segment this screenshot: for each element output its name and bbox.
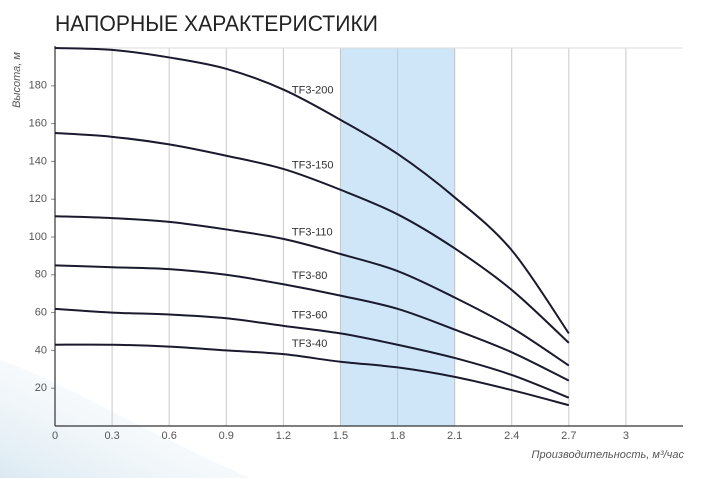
y-tick-label: 180 [29,80,47,92]
x-tick-label: 3 [623,430,629,442]
series-label: TF3-110 [292,226,333,238]
y-tick-label: 80 [35,269,47,281]
series-line [54,215,570,367]
x-tick-label: 1.2 [276,430,291,442]
y-tick-label: 140 [29,155,47,167]
y-tick-label: 60 [35,307,47,319]
x-tick-label: 0.6 [162,430,177,442]
x-tick-label: 0.9 [219,430,234,442]
x-tick-label: 1.8 [390,430,405,442]
x-tick-label: 2.1 [447,430,462,442]
y-tick-label: 40 [35,344,47,356]
series-label: TF3-200 [292,85,334,97]
series-line [54,47,570,334]
series-label: TF3-80 [292,270,327,282]
y-tick-label: 20 [35,382,47,394]
x-tick-label: 0 [52,430,58,442]
x-axis-label: Производительность, м³/час [532,449,685,461]
series-line [54,264,570,382]
x-tick-label: 1.5 [333,430,348,442]
chart-title: НАПОРНЫЕ ХАРАКТЕРИСТИКИ [55,11,378,36]
series-label: TF3-40 [292,338,327,350]
series-line [54,343,570,407]
series-line [54,132,570,344]
x-tick-label: 2.4 [504,430,519,442]
x-tick-label: 0.3 [104,430,119,442]
background-wave [0,360,250,478]
series-label: TF3-60 [292,310,327,322]
y-tick-label: 100 [29,231,47,243]
y-tick-label: 120 [29,193,47,205]
x-tick-label: 2.7 [561,430,576,442]
series-label: TF3-150 [292,159,334,171]
series-line [54,307,570,399]
y-tick-label: 160 [29,118,47,130]
y-axis-label: Высота, м [11,52,23,108]
